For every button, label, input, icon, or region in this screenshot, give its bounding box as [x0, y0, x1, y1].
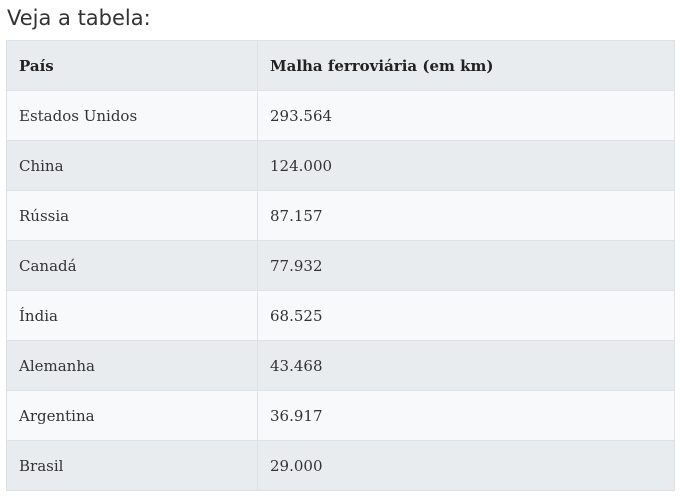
railway-length-cell: 124.000 — [257, 140, 675, 191]
railway-table-container: País Malha ferroviária (em km) Estados U… — [6, 40, 675, 491]
country-cell: Rússia — [6, 190, 258, 241]
country-cell: Brasil — [6, 440, 258, 491]
railway-length-cell: 293.564 — [257, 90, 675, 141]
railway-length-cell: 77.932 — [257, 240, 675, 291]
country-cell: Estados Unidos — [6, 90, 258, 141]
country-cell: China — [6, 140, 258, 191]
country-cell: Alemanha — [6, 340, 258, 391]
intro-text: Veja a tabela: — [7, 6, 151, 30]
railway-length-cell: 29.000 — [257, 440, 675, 491]
table-row: Rússia 87.157 — [6, 190, 675, 241]
table-row: Alemanha 43.468 — [6, 340, 675, 391]
column-header-railway-length: Malha ferroviária (em km) — [257, 40, 675, 91]
railway-length-cell: 43.468 — [257, 340, 675, 391]
country-cell: Índia — [6, 290, 258, 341]
column-header-country: País — [6, 40, 258, 91]
country-cell: Argentina — [6, 390, 258, 441]
railway-length-cell: 87.157 — [257, 190, 675, 241]
country-cell: Canadá — [6, 240, 258, 291]
table-row: Canadá 77.932 — [6, 240, 675, 291]
table-row: Brasil 29.000 — [6, 440, 675, 491]
table-row: Índia 68.525 — [6, 290, 675, 341]
railway-length-cell: 68.525 — [257, 290, 675, 341]
table-header-row: País Malha ferroviária (em km) — [6, 40, 675, 91]
railway-table: País Malha ferroviária (em km) Estados U… — [6, 40, 675, 491]
table-row: Argentina 36.917 — [6, 390, 675, 441]
table-row: Estados Unidos 293.564 — [6, 90, 675, 141]
railway-length-cell: 36.917 — [257, 390, 675, 441]
table-row: China 124.000 — [6, 140, 675, 191]
